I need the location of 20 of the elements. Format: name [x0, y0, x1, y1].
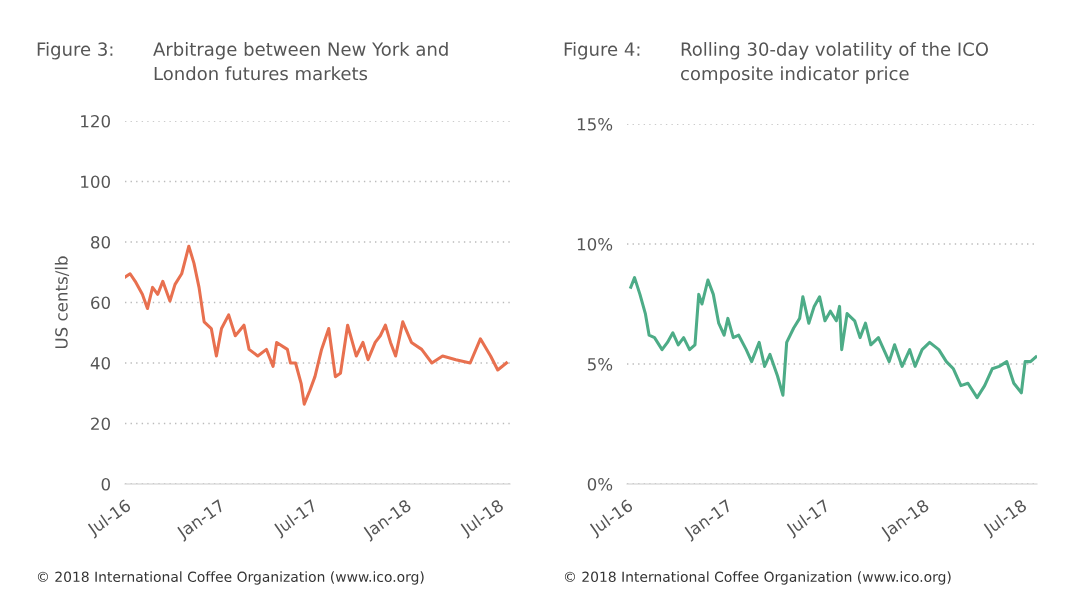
line-series: [629, 276, 1037, 400]
y-tick-label: 15%: [577, 117, 613, 131]
y-tick-label: 0: [101, 477, 110, 491]
line-series: [125, 244, 508, 406]
y-tick-label: 80: [91, 235, 110, 249]
y-tick-label: 40: [90, 356, 110, 370]
y-tick-label: 5%: [587, 357, 613, 371]
y-tick-label: 120: [81, 114, 110, 128]
text: © 2018 International Coffee Organization (www.ico.org): [564, 571, 951, 585]
y-tick-label: 0%: [587, 477, 613, 491]
text: © 2018 International Coffee Organization (www.ico.org): [37, 571, 424, 585]
chart-title: Figure 3:: [37, 42, 113, 60]
y-tick-label: 60: [91, 296, 110, 310]
y-axis-title: US cents/lb: [54, 256, 70, 349]
y-tick-label: 10%: [577, 237, 613, 251]
y-tick-label: 20: [91, 417, 110, 431]
chart-subtitle: Arbitrage between New York and London futures markets: [153, 42, 448, 81]
chart-title: Figure 4:: [564, 42, 640, 60]
chart-subtitle: Rolling 30-day volatility of the ICO composite indicator price: [681, 42, 988, 84]
y-tick-label: 100: [81, 175, 110, 189]
